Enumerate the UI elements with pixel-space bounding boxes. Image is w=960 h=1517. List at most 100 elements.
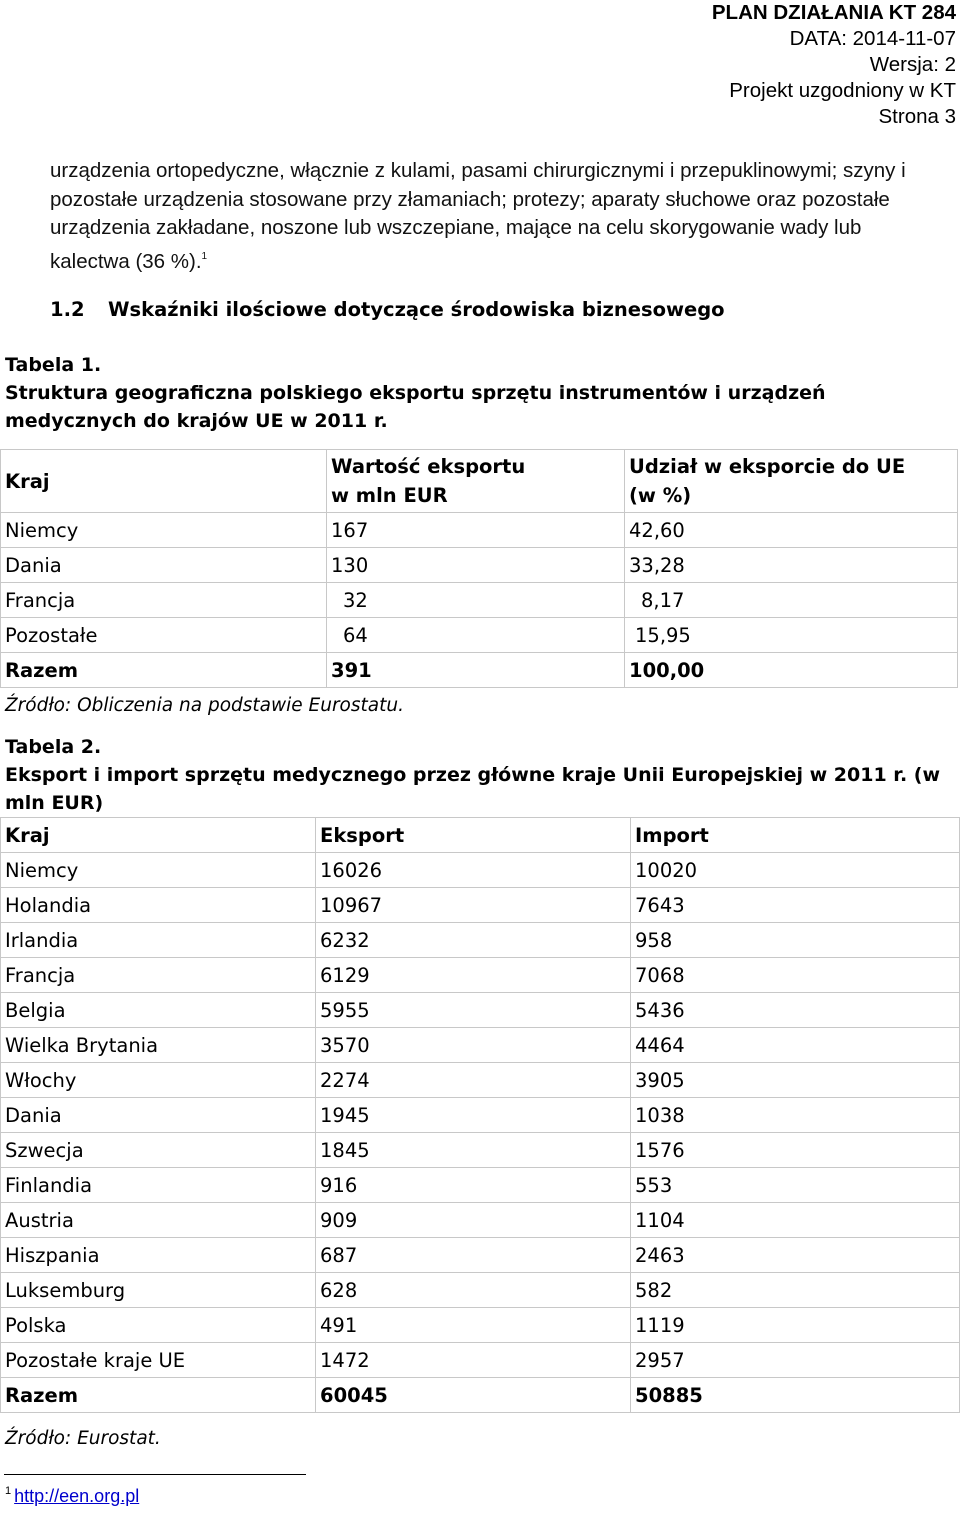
total-label: Razem xyxy=(0,652,327,688)
import-cell: 2957 xyxy=(630,1342,960,1378)
export-cell: 491 xyxy=(315,1307,631,1343)
total-export: 60045 xyxy=(315,1377,631,1413)
table-row: Polska 491 1119 xyxy=(0,1307,960,1343)
import-cell: 4464 xyxy=(630,1027,960,1063)
country-cell: Pozostałe kraje UE xyxy=(0,1342,316,1378)
export-cell: 916 xyxy=(315,1167,631,1203)
table-row: Pozostałe kraje UE 1472 2957 xyxy=(0,1342,960,1378)
table1-caption: Tabela 1. Struktura geograficzna polskie… xyxy=(5,351,905,435)
table-row: Francja 32 8,17 xyxy=(0,582,958,618)
table2-header-country: Kraj xyxy=(0,817,316,853)
country-cell: Austria xyxy=(0,1202,316,1238)
table1-label: Tabela 1. xyxy=(5,354,102,376)
import-cell: 553 xyxy=(630,1167,960,1203)
import-cell: 958 xyxy=(630,922,960,958)
value-cell: 167 xyxy=(326,512,625,548)
country-cell: Dania xyxy=(0,547,327,583)
country-cell: Wielka Brytania xyxy=(0,1027,316,1063)
table1-total-row: Razem 391 100,00 xyxy=(0,652,958,688)
table2-header-row: Kraj Eksport Import xyxy=(0,817,960,853)
import-cell: 7068 xyxy=(630,957,960,993)
total-value: 391 xyxy=(326,652,625,688)
value-cell: 130 xyxy=(326,547,625,583)
table2-label: Tabela 2. xyxy=(5,736,102,758)
page-number: Strona 3 xyxy=(878,105,957,128)
export-cell: 6232 xyxy=(315,922,631,958)
export-cell: 1845 xyxy=(315,1132,631,1168)
export-cell: 2274 xyxy=(315,1062,631,1098)
table1-source: Źródło: Obliczenia na podstawie Eurostat… xyxy=(5,695,404,716)
table-row: Wielka Brytania 3570 4464 xyxy=(0,1027,960,1063)
import-cell: 1038 xyxy=(630,1097,960,1133)
table2-header-export: Eksport xyxy=(315,817,631,853)
country-cell: Włochy xyxy=(0,1062,316,1098)
total-share: 100,00 xyxy=(624,652,958,688)
share-cell: 8,17 xyxy=(624,582,958,618)
table1: Kraj Wartość eksportu w mln EUR Udział w … xyxy=(0,449,958,688)
table-row: Luksemburg 628 582 xyxy=(0,1272,960,1308)
export-cell: 1945 xyxy=(315,1097,631,1133)
import-cell: 582 xyxy=(630,1272,960,1308)
country-cell: Niemcy xyxy=(0,852,316,888)
share-cell: 42,60 xyxy=(624,512,958,548)
country-cell: Francja xyxy=(0,957,316,993)
country-cell: Hiszpania xyxy=(0,1237,316,1273)
table-row: Niemcy 16026 10020 xyxy=(0,852,960,888)
export-cell: 16026 xyxy=(315,852,631,888)
country-cell: Luksemburg xyxy=(0,1272,316,1308)
intro-paragraph: urządzenia ortopedyczne, włącznie z kula… xyxy=(50,157,940,276)
country-cell: Niemcy xyxy=(0,512,327,548)
table-row: Dania 130 33,28 xyxy=(0,547,958,583)
table-row: Irlandia 6232 958 xyxy=(0,922,960,958)
section-number: 1.2 xyxy=(50,298,85,321)
section-heading: 1.2 Wskaźniki ilościowe dotyczące środowi… xyxy=(50,298,725,321)
export-cell: 10967 xyxy=(315,887,631,923)
document-status: Projekt uzgodniony w KT xyxy=(729,79,956,102)
table1-header-value: Wartość eksportu w mln EUR xyxy=(326,449,625,513)
share-cell: 15,95 xyxy=(624,617,958,653)
table2-source: Źródło: Eurostat. xyxy=(5,1428,161,1449)
export-cell: 5955 xyxy=(315,992,631,1028)
plan-title: PLAN DZIAŁANIA KT 284 xyxy=(711,1,956,24)
country-cell: Holandia xyxy=(0,887,316,923)
country-cell: Polska xyxy=(0,1307,316,1343)
document-header: PLAN DZIAŁANIA KT 284 DATA: 2014-11-07 W… xyxy=(712,0,956,130)
export-cell: 3570 xyxy=(315,1027,631,1063)
country-cell: Dania xyxy=(0,1097,316,1133)
export-cell: 909 xyxy=(315,1202,631,1238)
country-cell: Francja xyxy=(0,582,327,618)
import-cell: 10020 xyxy=(630,852,960,888)
footnote-divider xyxy=(4,1474,306,1475)
table-row: Austria 909 1104 xyxy=(0,1202,960,1238)
value-cell: 32 xyxy=(326,582,625,618)
import-cell: 1576 xyxy=(630,1132,960,1168)
share-cell: 33,28 xyxy=(624,547,958,583)
table2-header-import: Import xyxy=(630,817,960,853)
import-cell: 5436 xyxy=(630,992,960,1028)
table1-title: Struktura geograficzna polskiego eksport… xyxy=(5,382,826,432)
table1-header-share: Udział w eksporcie do UE (w %) xyxy=(624,449,958,513)
import-cell: 2463 xyxy=(630,1237,960,1273)
table2: Kraj Eksport Import Niemcy 16026 10020 Hol… xyxy=(0,817,960,1413)
country-cell: Finlandia xyxy=(0,1167,316,1203)
table1-header-country: Kraj xyxy=(0,449,327,513)
table-row: Szwecja 1845 1576 xyxy=(0,1132,960,1168)
table-row: Niemcy 167 42,60 xyxy=(0,512,958,548)
table-row: Dania 1945 1038 xyxy=(0,1097,960,1133)
footnote-link[interactable]: http://een.org.pl xyxy=(14,1486,140,1506)
table-row: Finlandia 916 553 xyxy=(0,1167,960,1203)
import-cell: 1104 xyxy=(630,1202,960,1238)
export-cell: 6129 xyxy=(315,957,631,993)
table2-caption: Tabela 2. Eksport i import sprzętu medyc… xyxy=(5,733,955,817)
section-title: Wskaźniki ilościowe dotyczące środowiska… xyxy=(108,298,725,321)
import-cell: 7643 xyxy=(630,887,960,923)
table-row: Francja 6129 7068 xyxy=(0,957,960,993)
country-cell: Belgia xyxy=(0,992,316,1028)
table-row: Pozostałe 64 15,95 xyxy=(0,617,958,653)
table-row: Holandia 10967 7643 xyxy=(0,887,960,923)
export-cell: 628 xyxy=(315,1272,631,1308)
value-cell: 64 xyxy=(326,617,625,653)
table-row: Belgia 5955 5436 xyxy=(0,992,960,1028)
table-row: Włochy 2274 3905 xyxy=(0,1062,960,1098)
document-date: DATA: 2014-11-07 xyxy=(789,27,956,50)
